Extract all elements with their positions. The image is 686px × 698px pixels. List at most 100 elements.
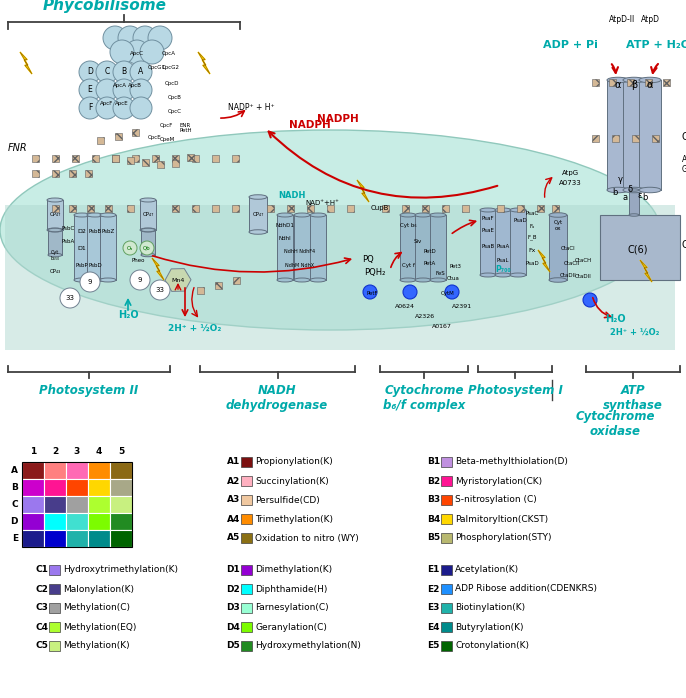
Bar: [156, 161, 163, 168]
Text: CpcG2: CpcG2: [162, 66, 180, 70]
Ellipse shape: [623, 187, 645, 193]
Bar: [241, 514, 252, 524]
Ellipse shape: [495, 273, 511, 277]
Text: 3: 3: [74, 447, 80, 456]
Bar: [591, 135, 598, 142]
Text: S-nitrosylation (C): S-nitrosylation (C): [455, 496, 536, 505]
Text: 5: 5: [118, 447, 124, 456]
Bar: [88, 462, 110, 479]
Bar: [626, 78, 633, 85]
Bar: [401, 205, 408, 211]
Ellipse shape: [249, 230, 267, 235]
Text: C(6): C(6): [628, 245, 648, 255]
Ellipse shape: [310, 278, 326, 282]
Bar: [241, 603, 252, 613]
Text: ApcC: ApcC: [130, 50, 144, 56]
Bar: [441, 641, 452, 651]
Bar: [47, 200, 63, 230]
Text: Cyt b₆: Cyt b₆: [400, 223, 416, 228]
Bar: [629, 190, 639, 215]
Bar: [249, 197, 267, 232]
Bar: [110, 496, 132, 513]
Text: Cytochrome
oxidase: Cytochrome oxidase: [576, 410, 654, 438]
Ellipse shape: [294, 278, 310, 282]
Bar: [88, 530, 110, 547]
Ellipse shape: [430, 213, 446, 217]
Bar: [441, 622, 452, 632]
Bar: [421, 205, 429, 211]
Circle shape: [79, 61, 101, 83]
Bar: [497, 205, 504, 211]
Text: Photosystem I: Photosystem I: [468, 384, 563, 397]
Text: PsbD: PsbD: [88, 263, 102, 268]
Text: Phosphorylation(STY): Phosphorylation(STY): [455, 533, 552, 542]
Text: AtpG: AtpG: [561, 170, 578, 176]
Bar: [110, 530, 132, 547]
Bar: [141, 230, 155, 255]
Ellipse shape: [141, 253, 155, 257]
Text: β: β: [631, 80, 637, 90]
Ellipse shape: [277, 213, 293, 217]
Text: F_B: F_B: [528, 234, 536, 239]
Bar: [100, 215, 116, 280]
Ellipse shape: [47, 228, 63, 232]
Text: CpcA: CpcA: [162, 50, 176, 56]
Ellipse shape: [510, 208, 526, 212]
Text: PsaB: PsaB: [482, 244, 495, 249]
Circle shape: [113, 97, 135, 119]
Polygon shape: [198, 52, 210, 74]
Text: C3: C3: [35, 604, 48, 613]
Ellipse shape: [607, 187, 629, 193]
Text: A4: A4: [226, 514, 240, 524]
Bar: [462, 205, 469, 211]
Ellipse shape: [510, 273, 526, 277]
Bar: [442, 205, 449, 211]
Ellipse shape: [400, 278, 416, 282]
Polygon shape: [538, 250, 550, 272]
Ellipse shape: [74, 213, 90, 217]
Text: Acetylation(K): Acetylation(K): [455, 565, 519, 574]
Text: a: a: [622, 193, 628, 202]
Text: Trimethylation(K): Trimethylation(K): [255, 514, 333, 524]
Text: Pet3: Pet3: [449, 264, 461, 269]
Bar: [549, 215, 567, 280]
Ellipse shape: [87, 213, 103, 217]
Bar: [44, 496, 66, 513]
Text: Phycobilisome: Phycobilisome: [43, 0, 167, 13]
Text: PsbB: PsbB: [88, 229, 102, 234]
Bar: [266, 205, 274, 211]
Text: A2: A2: [227, 477, 240, 486]
Circle shape: [60, 288, 80, 308]
Bar: [608, 78, 615, 85]
Text: E: E: [88, 85, 93, 94]
Text: ApcE: ApcE: [115, 101, 129, 105]
Text: ApcB: ApcB: [128, 82, 142, 87]
Bar: [187, 154, 193, 161]
Text: A: A: [11, 466, 18, 475]
Bar: [51, 154, 58, 161]
Text: ENR
PetH: ENR PetH: [180, 123, 193, 133]
Text: Diphthamide(H): Diphthamide(H): [255, 584, 327, 593]
Bar: [241, 622, 252, 632]
Text: PsaL: PsaL: [497, 258, 509, 263]
Bar: [44, 462, 66, 479]
Bar: [215, 281, 222, 288]
Bar: [22, 462, 132, 547]
Bar: [327, 205, 333, 211]
Bar: [66, 530, 88, 547]
Text: C: C: [104, 68, 110, 77]
Ellipse shape: [629, 188, 639, 191]
Text: NADH: NADH: [279, 191, 306, 200]
Bar: [74, 215, 90, 280]
Bar: [191, 154, 198, 161]
Bar: [66, 513, 88, 530]
Ellipse shape: [249, 195, 267, 199]
Bar: [381, 205, 388, 211]
Text: A2391: A2391: [452, 304, 472, 309]
Text: CtaCH: CtaCH: [574, 258, 591, 263]
Bar: [307, 205, 314, 211]
Circle shape: [445, 285, 459, 299]
Bar: [441, 514, 452, 524]
Text: PQH₂: PQH₂: [364, 268, 386, 277]
Text: CP₄₇: CP₄₇: [49, 212, 60, 218]
